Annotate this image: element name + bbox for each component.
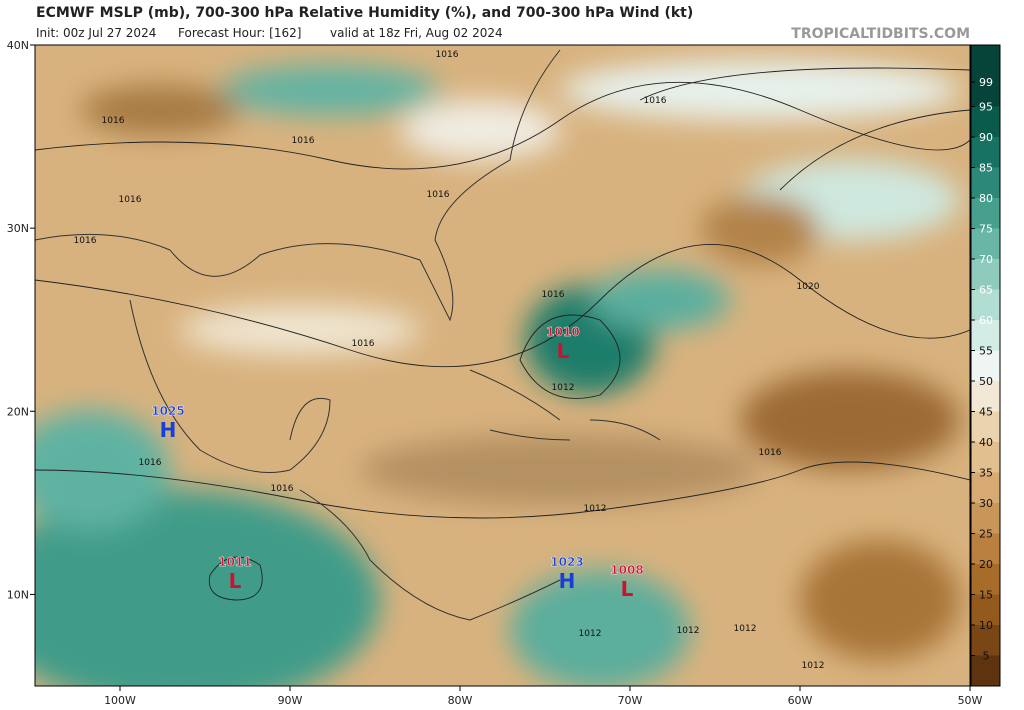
isobar-label: 1016 xyxy=(119,195,142,205)
center-letter: L xyxy=(229,569,242,593)
lat-tick-label: 40N xyxy=(7,39,29,52)
map-frame xyxy=(34,44,971,687)
colorbar-label: 80 xyxy=(979,192,993,205)
colorbar-label: 45 xyxy=(979,406,993,419)
colorbar-segment xyxy=(971,594,1000,625)
isobar-label: 1012 xyxy=(802,661,825,671)
title: ECMWF MSLP (mb), 700-300 hPa Relative Hu… xyxy=(36,5,693,21)
colorbar-segment xyxy=(971,503,1000,534)
colorbar-segment xyxy=(971,381,1000,412)
colorbar-segment xyxy=(971,564,1000,595)
center-letter: L xyxy=(621,577,634,601)
colorbar-label: 70 xyxy=(979,253,993,266)
lat-tick-label: 10N xyxy=(7,588,29,601)
forecast-hour: Forecast Hour: [162] xyxy=(178,26,301,40)
lon-tick-label: 50W xyxy=(958,694,983,706)
isobar-label: 1016 xyxy=(271,484,294,494)
colorbar-segment xyxy=(971,76,1000,107)
isobar-label: 1016 xyxy=(542,290,565,300)
colorbar-label: 10 xyxy=(979,619,993,632)
isobar-label: 1012 xyxy=(552,383,575,393)
colorbar-label: 90 xyxy=(979,131,993,144)
isobar-label: 1012 xyxy=(734,624,757,634)
isobar-label: 1016 xyxy=(644,96,667,106)
colorbar-label: 60 xyxy=(979,314,993,327)
colorbar-segment xyxy=(971,137,1000,168)
isobar-label: 1012 xyxy=(579,629,602,639)
colorbar-label: 30 xyxy=(979,497,993,510)
colorbar-label: 20 xyxy=(979,558,993,571)
center-value: 1008 xyxy=(610,563,643,577)
init-time: Init: 00z Jul 27 2024 xyxy=(36,26,156,40)
colorbar-segment xyxy=(971,625,1000,656)
colorbar-segment xyxy=(971,350,1000,381)
colorbar-segment xyxy=(971,167,1000,198)
colorbar-segment xyxy=(971,228,1000,259)
center-value: 1025 xyxy=(151,404,184,418)
colorbar-label: 65 xyxy=(979,284,993,297)
colorbar-label: 5 xyxy=(983,650,990,663)
colorbar-segment xyxy=(971,106,1000,137)
center-letter: H xyxy=(160,418,177,442)
center-letter: H xyxy=(559,569,576,593)
colorbar-label: 75 xyxy=(979,223,993,236)
lon-tick-label: 90W xyxy=(278,694,303,706)
colorbar-cap xyxy=(971,45,1000,76)
colorbar-segment xyxy=(971,533,1000,564)
colorbar-label: 35 xyxy=(979,467,993,480)
colorbar-segment xyxy=(971,442,1000,473)
colorbar-segment xyxy=(971,320,1000,351)
center-value: 1023 xyxy=(550,555,583,569)
colorbar-label: 40 xyxy=(979,436,993,449)
center-letter: L xyxy=(557,339,570,363)
lat-tick-label: 20N xyxy=(7,405,29,418)
lon-tick-label: 70W xyxy=(618,694,643,706)
map-field xyxy=(35,45,970,686)
lon-tick-label: 100W xyxy=(104,694,136,706)
isobar-label: 1016 xyxy=(74,236,97,246)
valid-time: valid at 18z Fri, Aug 02 2024 xyxy=(330,26,503,40)
colorbar-label: 55 xyxy=(979,345,993,358)
isobar-label: 1016 xyxy=(352,339,375,349)
colorbar-label: 15 xyxy=(979,589,993,602)
colorbar-label: 95 xyxy=(979,101,993,114)
site-name: TROPICALTIDBITS.COM xyxy=(791,26,970,42)
isobar-label: 1020 xyxy=(797,282,820,292)
isobar-label: 1016 xyxy=(427,190,450,200)
colorbar-segment xyxy=(971,472,1000,503)
colorbar-label: 99 xyxy=(979,76,993,89)
colorbar-segment xyxy=(971,198,1000,229)
lon-tick-label: 80W xyxy=(448,694,473,706)
center-value: 1010 xyxy=(546,325,579,339)
isobar-label: 1016 xyxy=(292,136,315,146)
colorbar-segment xyxy=(971,655,1000,686)
colorbar-frame xyxy=(970,44,1001,687)
colorbar-label: 25 xyxy=(979,528,993,541)
colorbar-segment xyxy=(971,411,1000,442)
isobar-label: 1016 xyxy=(139,458,162,468)
center-value: 1011 xyxy=(218,555,251,569)
lat-tick-label: 30N xyxy=(7,222,29,235)
isobar-label: 1012 xyxy=(677,626,700,636)
isobar-label: 1016 xyxy=(759,448,782,458)
isobar-label: 1016 xyxy=(102,116,125,126)
colorbar-segment xyxy=(971,259,1000,290)
colorbar-label: 85 xyxy=(979,162,993,175)
colorbar-label: 50 xyxy=(979,375,993,388)
isobar-label: 1016 xyxy=(436,50,459,60)
lon-tick-label: 60W xyxy=(788,694,813,706)
isobar-label: 1012 xyxy=(584,504,607,514)
colorbar-segment xyxy=(971,289,1000,320)
